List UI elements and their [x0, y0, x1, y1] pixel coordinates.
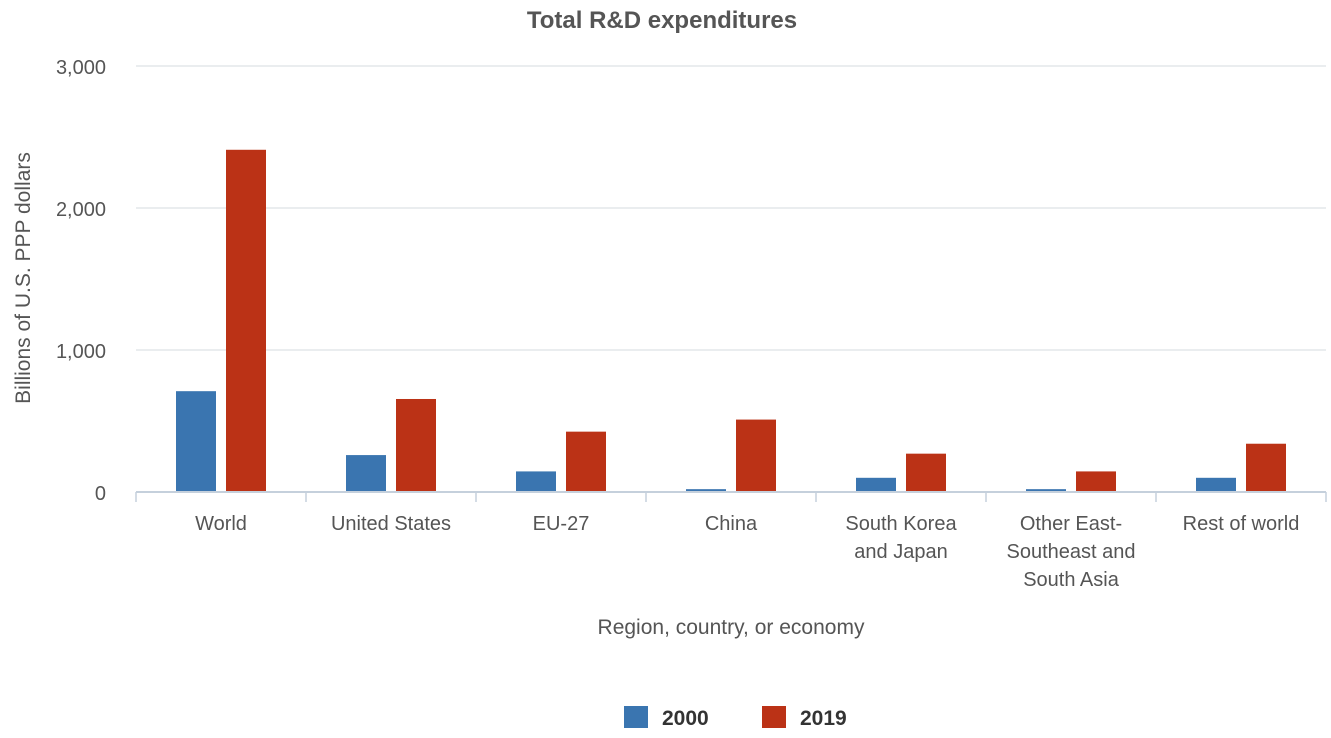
x-tick-label: South Korea and Japan	[845, 513, 957, 563]
legend-label: 2000	[662, 707, 709, 730]
legend: 2000 2019	[624, 706, 847, 730]
x-tick-label-line: EU-27	[533, 513, 590, 535]
x-tick-label-line: Rest of world	[1183, 513, 1300, 535]
bar	[906, 453, 946, 492]
bars	[176, 149, 1286, 492]
bar	[686, 489, 726, 492]
x-tick-label: United States	[331, 513, 451, 535]
x-tick-label: Rest of world	[1183, 513, 1300, 535]
bar	[856, 477, 896, 492]
x-tick-label-line: South Asia	[1023, 569, 1120, 591]
bar	[346, 455, 386, 492]
legend-swatch	[762, 706, 786, 728]
x-axis-ticks: World United States EU-27 China South Korea a…	[135, 491, 1327, 591]
bar	[226, 149, 266, 492]
x-tick-label-line: United States	[331, 513, 451, 535]
x-tick-label-line: South Korea	[845, 513, 957, 535]
y-tick-label: 2,000	[56, 199, 106, 221]
bar	[1196, 477, 1236, 492]
y-axis-ticks: 0 1,000 2,000 3,000	[56, 57, 106, 505]
bar	[176, 391, 216, 492]
x-tick-label-line: Southeast and	[1007, 541, 1136, 563]
bar	[736, 419, 776, 492]
x-tick-label-line: and Japan	[854, 541, 947, 563]
y-tick-label: 3,000	[56, 57, 106, 79]
x-tick-label-line: World	[195, 513, 247, 535]
x-tick-label: EU-27	[533, 513, 590, 535]
bar	[1076, 471, 1116, 492]
y-tick-label: 1,000	[56, 341, 106, 363]
bar	[1026, 489, 1066, 492]
bar	[566, 431, 606, 492]
x-axis-label: Region, country, or economy	[598, 616, 865, 639]
x-tick-label: China	[705, 513, 758, 535]
y-axis-label: Billions of U.S. PPP dollars	[12, 152, 35, 404]
chart-title: Total R&D expenditures	[527, 7, 797, 34]
bar	[1246, 443, 1286, 492]
x-tick-label: Other East- Southeast and South Asia	[1007, 513, 1136, 591]
bar	[516, 471, 556, 492]
legend-swatch	[624, 706, 648, 728]
x-tick-label-line: Other East-	[1020, 513, 1122, 535]
legend-label: 2019	[800, 707, 847, 730]
y-tick-label: 0	[95, 483, 106, 505]
x-tick-label-line: China	[705, 513, 758, 535]
gridlines	[136, 65, 1326, 351]
bar	[396, 398, 436, 492]
x-tick-label: World	[195, 513, 247, 535]
